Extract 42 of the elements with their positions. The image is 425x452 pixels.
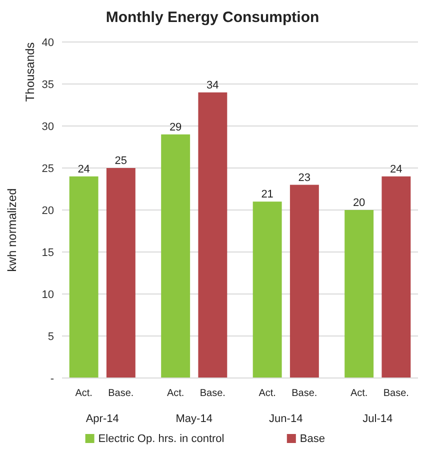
y-tick-label: 25	[42, 162, 54, 175]
bar	[69, 176, 98, 378]
y-tick-label: -	[50, 372, 54, 385]
text: Base.	[383, 388, 409, 399]
bar	[161, 134, 190, 378]
y-tick-label: 10	[42, 288, 54, 301]
data-label: 21	[261, 188, 274, 201]
data-label: 34	[206, 79, 219, 92]
text: Base.	[108, 388, 134, 399]
y-tick-label: 30	[42, 120, 54, 133]
y-tick-label: 35	[42, 78, 54, 91]
y-tick-label: 5	[48, 330, 54, 343]
bar	[198, 92, 228, 378]
data-label: 24	[390, 163, 402, 176]
y-axis-title: kwh normalized	[5, 188, 19, 272]
bar	[106, 168, 136, 378]
data-label: 29	[169, 121, 182, 134]
text: Act.	[258, 388, 276, 399]
text: Base.	[200, 388, 226, 399]
data-label: 20	[352, 197, 366, 209]
text: Act.	[350, 388, 368, 399]
chart-title: Monthly Energy Consumption	[106, 9, 320, 26]
bar	[344, 210, 374, 378]
x-tick-label: Jun-14	[269, 413, 303, 425]
data-label: 23	[298, 172, 311, 184]
y-tick-label: 20	[42, 204, 54, 217]
data-label: 25	[114, 155, 128, 167]
y-tick-label: 40	[42, 36, 54, 49]
bar	[290, 184, 319, 378]
text: Thousands	[23, 42, 37, 102]
x-tick-label: Apr-14	[86, 413, 119, 425]
x-tick-label: May-14	[176, 413, 212, 425]
text: Act.	[166, 388, 184, 399]
data-label: 24	[78, 163, 90, 176]
text: Base.	[292, 388, 318, 399]
x-tick-label: Jul-14	[362, 413, 393, 425]
bar	[382, 176, 411, 378]
bar	[252, 202, 282, 378]
legend-label: Base	[300, 433, 325, 445]
text: Act.	[75, 388, 92, 399]
legend-label: Electric Op. hrs. in control	[98, 433, 224, 445]
y-tick-label: 15	[42, 246, 54, 259]
